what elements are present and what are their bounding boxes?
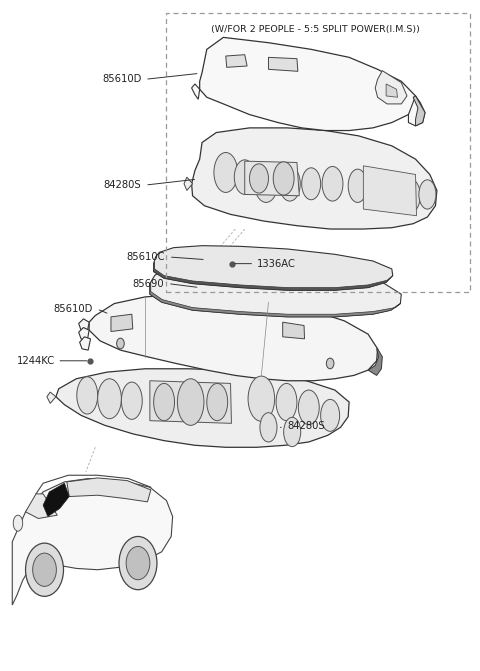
Polygon shape (111, 314, 133, 331)
Polygon shape (413, 96, 425, 126)
Polygon shape (43, 483, 69, 517)
Text: 84280S: 84280S (104, 180, 141, 190)
Polygon shape (25, 494, 57, 519)
Polygon shape (363, 166, 417, 215)
Ellipse shape (348, 169, 367, 203)
Text: 85690: 85690 (132, 278, 164, 289)
Ellipse shape (119, 536, 157, 590)
Polygon shape (408, 96, 425, 126)
Polygon shape (79, 327, 89, 341)
Polygon shape (56, 369, 349, 448)
Ellipse shape (117, 338, 124, 349)
Polygon shape (89, 295, 378, 380)
Polygon shape (47, 392, 56, 403)
Polygon shape (150, 380, 231, 423)
Ellipse shape (214, 152, 238, 193)
Ellipse shape (399, 178, 420, 213)
Ellipse shape (273, 162, 294, 195)
Ellipse shape (321, 399, 340, 431)
Ellipse shape (260, 413, 277, 442)
Polygon shape (192, 84, 200, 99)
Polygon shape (150, 284, 400, 317)
Ellipse shape (250, 164, 268, 193)
Polygon shape (80, 337, 91, 350)
Ellipse shape (279, 166, 300, 201)
Polygon shape (150, 264, 401, 317)
Ellipse shape (248, 376, 275, 421)
Ellipse shape (419, 180, 436, 209)
Polygon shape (192, 128, 437, 229)
Ellipse shape (276, 383, 297, 421)
Polygon shape (12, 478, 173, 605)
Ellipse shape (254, 162, 278, 203)
Text: (W/FOR 2 PEOPLE - 5:5 SPLIT POWER(I.M.S)): (W/FOR 2 PEOPLE - 5:5 SPLIT POWER(I.M.S)… (212, 25, 420, 34)
Polygon shape (154, 246, 393, 291)
Text: 84280S: 84280S (288, 421, 325, 431)
Text: 85610D: 85610D (54, 304, 93, 314)
Text: 1336AC: 1336AC (257, 258, 296, 268)
Ellipse shape (234, 160, 255, 195)
Ellipse shape (97, 378, 121, 419)
Ellipse shape (25, 543, 63, 597)
Polygon shape (368, 349, 383, 376)
Ellipse shape (126, 546, 150, 580)
Text: 1244KC: 1244KC (17, 356, 55, 366)
Polygon shape (268, 57, 298, 71)
Ellipse shape (284, 417, 301, 447)
Polygon shape (283, 322, 304, 339)
Polygon shape (67, 478, 151, 502)
Polygon shape (184, 177, 192, 191)
Polygon shape (154, 262, 393, 291)
Ellipse shape (207, 383, 228, 421)
Polygon shape (245, 161, 300, 196)
Ellipse shape (154, 383, 175, 421)
Text: 85610D: 85610D (102, 74, 141, 85)
Ellipse shape (301, 168, 321, 200)
Ellipse shape (178, 378, 204, 425)
Ellipse shape (322, 166, 343, 201)
Ellipse shape (375, 170, 399, 211)
Ellipse shape (299, 390, 319, 425)
Polygon shape (375, 70, 407, 104)
Ellipse shape (13, 515, 23, 531)
Ellipse shape (326, 358, 334, 369)
Ellipse shape (33, 553, 56, 586)
Ellipse shape (77, 376, 97, 414)
Ellipse shape (121, 382, 142, 419)
Polygon shape (386, 84, 397, 97)
Polygon shape (79, 319, 89, 332)
Polygon shape (200, 38, 416, 131)
Text: 85610C: 85610C (127, 252, 165, 262)
Polygon shape (226, 54, 247, 67)
